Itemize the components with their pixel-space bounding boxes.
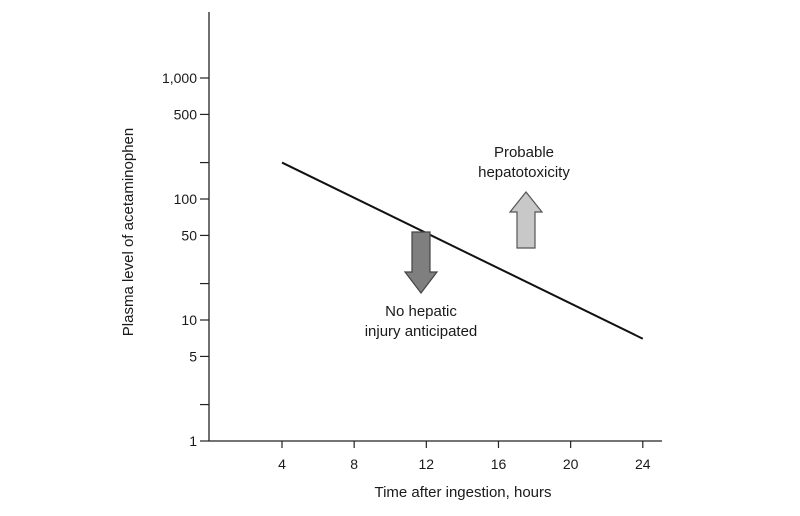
down-arrow-icon <box>403 231 439 294</box>
treatment-line <box>281 161 644 340</box>
y-tick-label: 5 <box>189 348 197 364</box>
y-tick-label: 1 <box>189 433 197 449</box>
axes <box>208 12 662 442</box>
y-tick-label: 10 <box>181 312 197 328</box>
y-axis-title: Plasma level of acetaminophen <box>120 128 137 336</box>
x-tick-label: 24 <box>635 456 651 472</box>
y-tick-label: 100 <box>174 191 198 207</box>
no-injury-label: No hepatic <box>385 303 457 320</box>
y-tick-label: 50 <box>181 227 197 243</box>
hepatotoxicity-label: Probable <box>494 144 554 161</box>
hepatotoxicity-label: hepatotoxicity <box>478 164 570 181</box>
y-tick-label: 1,000 <box>162 70 197 86</box>
series-layer <box>281 161 644 340</box>
x-tick-label: 4 <box>278 456 286 472</box>
y-tick-label: 500 <box>174 106 198 122</box>
x-tick-label: 16 <box>491 456 507 472</box>
x-axis-title: Time after ingestion, hours <box>374 484 551 501</box>
no-injury-label: injury anticipated <box>365 323 478 340</box>
x-tick-label: 20 <box>563 456 579 472</box>
x-tick-label: 8 <box>350 456 358 472</box>
annotations: Probable hepatotoxicity No hepatic injury a… <box>365 144 571 340</box>
x-tick-label: 12 <box>419 456 435 472</box>
ticks: 4 8 12 16 20 24 1 5 10 50 100 500 1,000 <box>162 70 651 472</box>
up-arrow-icon <box>508 191 544 249</box>
